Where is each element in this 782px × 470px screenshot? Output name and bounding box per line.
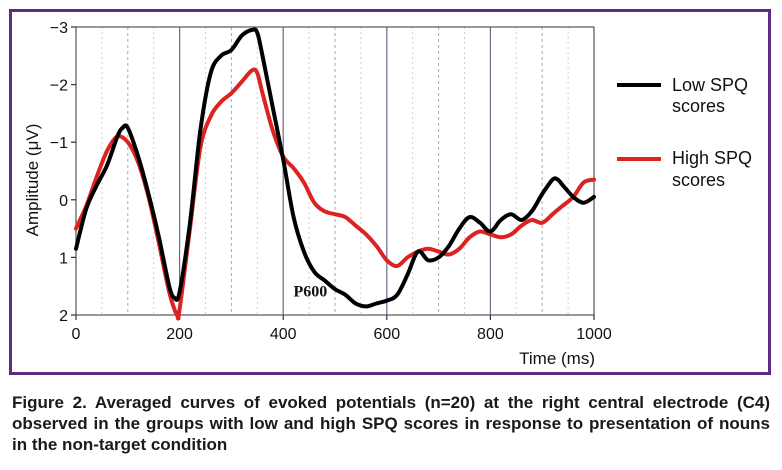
figure-frame [9,9,771,375]
legend-label-low-line2: scores [672,96,725,116]
x-tick-label: 600 [373,326,400,343]
x-tick-label: 1000 [576,326,612,343]
legend: Low SPQ scores High SPQ scores [617,75,752,190]
low-spq-line [74,27,596,309]
y-tick-label: 2 [59,308,68,325]
p600-annotation: P600 [293,284,327,301]
legend-label-high-line2: scores [672,170,725,190]
y-tick-label: −1 [50,135,68,152]
plot-area [75,26,595,316]
y-tick-label: −2 [50,78,68,95]
y-axis-label: Amplitude (μV) [23,124,42,237]
legend-label-high-line1: High SPQ [672,148,752,168]
x-tick-label: 800 [477,326,504,343]
x-tick-label: 0 [72,326,81,343]
axes [71,26,595,320]
grid [101,27,569,315]
x-axis-label: Time (ms) [519,349,595,368]
y-tick-label: −3 [50,20,68,37]
legend-label-low-line1: Low SPQ [672,75,748,95]
y-tick-label: 0 [59,193,68,210]
figure-caption: Figure 2. Averaged curves of evoked pote… [12,393,770,454]
x-tick-label: 200 [166,326,193,343]
y-tick-label: 1 [59,250,68,267]
series-lines [74,27,596,321]
x-tick-label: 400 [270,326,297,343]
